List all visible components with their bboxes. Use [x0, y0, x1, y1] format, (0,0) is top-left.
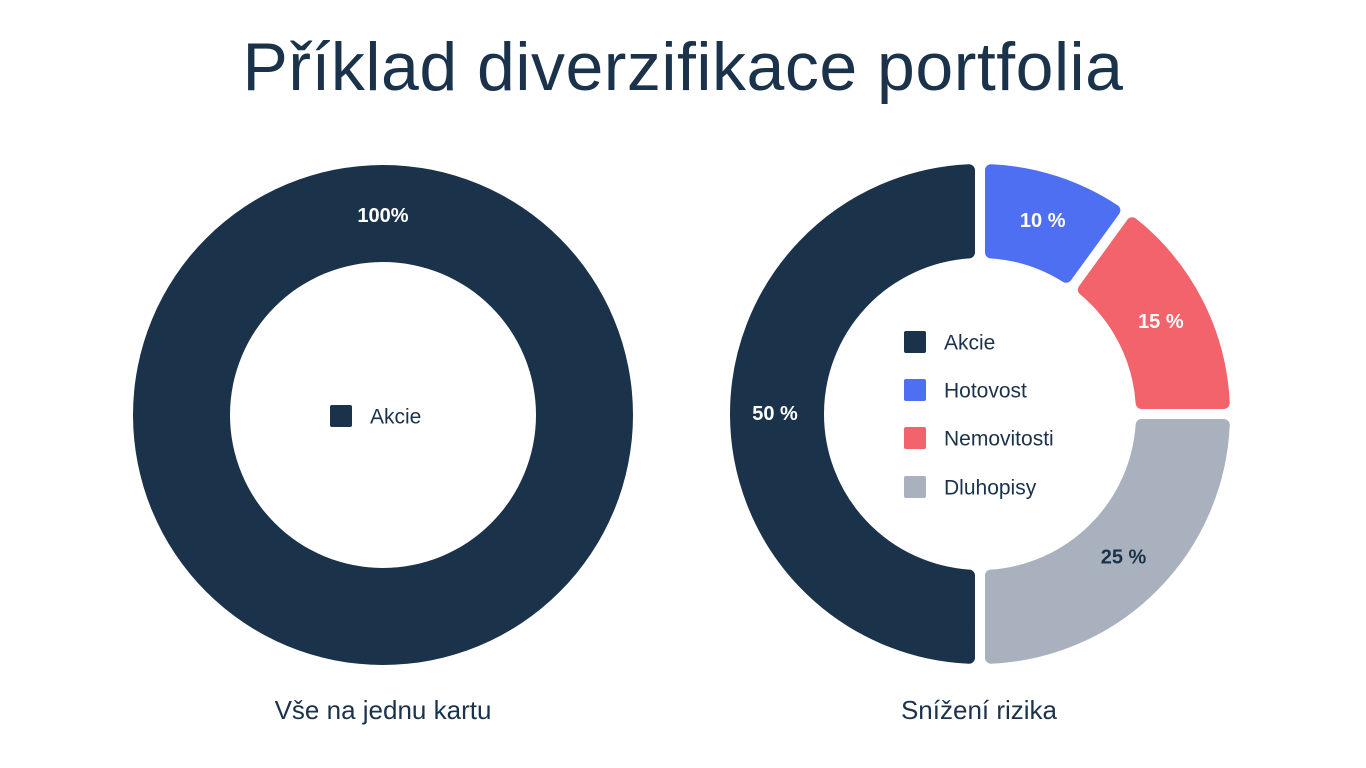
chart-title: Příklad diverzifikace portfolia: [242, 29, 1124, 105]
caption-right: Snížení rizika: [900, 695, 1058, 725]
donut-slice-dluhopisy: [984, 418, 1230, 664]
donut-slice-hotovost: [984, 164, 1121, 283]
data-label: 25 %: [1101, 547, 1147, 569]
data-label: 100%: [357, 205, 408, 227]
donut-slice-akcie: [730, 164, 976, 664]
legend-swatch: [330, 405, 352, 427]
legend-label: Dluhopisy: [944, 477, 1037, 500]
legend-swatch: [904, 476, 926, 498]
legend-swatch: [904, 331, 926, 353]
data-label: 15 %: [1138, 311, 1184, 333]
legend-swatch: [904, 379, 926, 401]
legend-label: Hotovost: [944, 380, 1027, 403]
donut-slice: [133, 165, 633, 665]
legend-label: Akcie: [370, 406, 421, 429]
legend-label: Nemovitosti: [944, 428, 1054, 451]
legend-label: Akcie: [944, 332, 995, 355]
data-label: 10 %: [1020, 210, 1066, 232]
caption-left: Vše na jednu kartu: [274, 695, 492, 725]
data-label: 50 %: [752, 403, 798, 425]
legend-swatch: [904, 427, 926, 449]
donut-slice-nemovitosti: [1077, 217, 1230, 410]
